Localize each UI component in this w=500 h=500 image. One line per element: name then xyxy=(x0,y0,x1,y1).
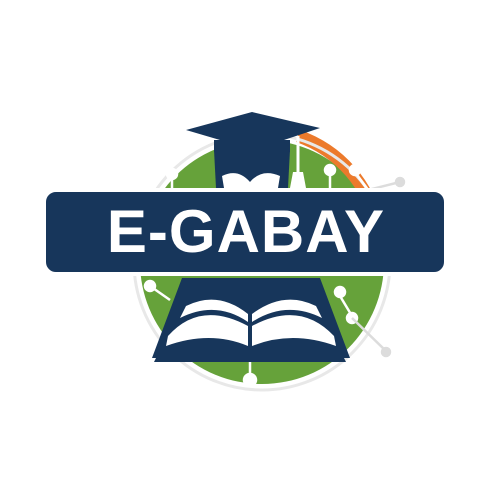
book-page-right xyxy=(252,315,336,346)
tassel xyxy=(290,172,306,188)
mortarboard xyxy=(186,112,320,150)
graduation-cap-icon xyxy=(186,112,320,188)
wordmark: E-GABAY xyxy=(107,198,385,265)
book-page-top-right xyxy=(252,299,322,322)
open-book-icon xyxy=(152,278,350,362)
mortarboard-band xyxy=(214,140,290,152)
cap-face-mask xyxy=(222,173,280,188)
book-page-left xyxy=(166,315,248,346)
network-nodes-icon xyxy=(143,163,406,388)
book-cover-bottom xyxy=(154,350,346,362)
wordmark-banner: E-GABAY xyxy=(42,188,448,276)
book-page-top-left xyxy=(180,299,248,322)
banner-shape xyxy=(42,188,448,276)
